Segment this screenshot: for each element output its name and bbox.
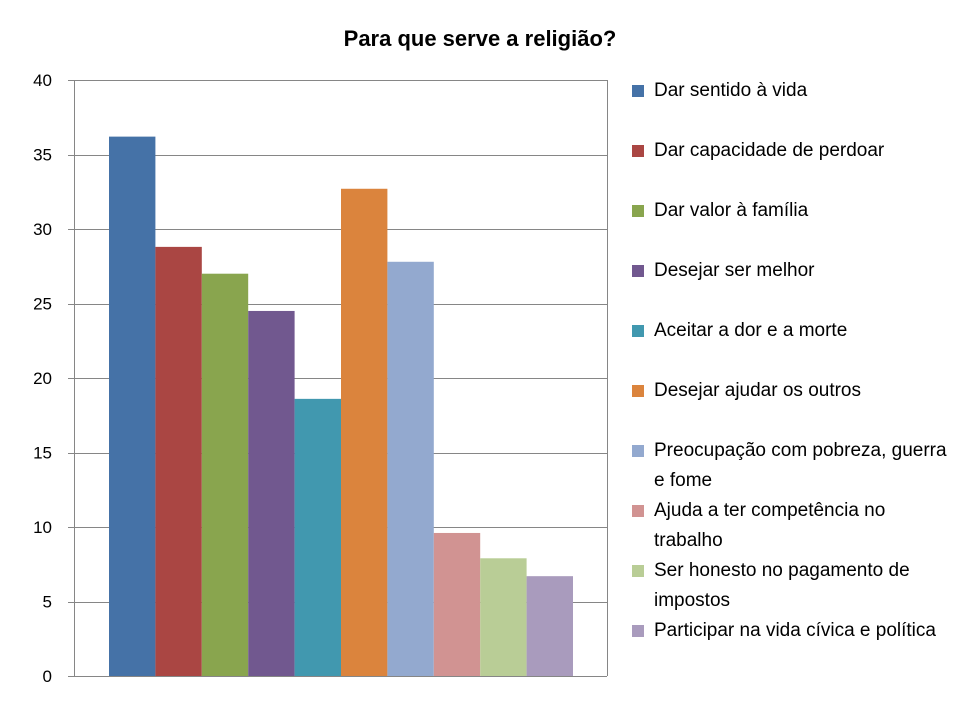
legend-label: Dar capacidade de perdoar [654,140,885,161]
y-tick-label: 0 [43,667,52,686]
legend-label: Aceitar a dor e a morte [654,320,848,341]
legend-label: Desejar ser melhor [654,260,815,281]
y-tick-label: 40 [33,71,52,90]
legend-item: Aceitar a dor e a morte [632,316,952,376]
legend-item: Dar valor à família [632,196,952,256]
bar [201,273,249,676]
legend-label: Dar valor à família [654,200,809,221]
legend-label: Preocupação com pobreza, guerra e fome [654,440,947,491]
y-tick-label: 20 [33,369,52,388]
y-tick-label: 5 [43,593,52,612]
bar [248,310,295,676]
legend-swatch [632,565,644,577]
legend-item: Preocupação com pobreza, guerra e fome [632,436,952,496]
legend-swatch [632,325,644,337]
bar [109,136,156,676]
legend-swatch [632,205,644,217]
legend-item: Ajuda a ter competência no trabalho [632,496,952,556]
legend-swatch [632,85,644,97]
bar [341,188,388,676]
legend-label: Participar na vida cívica e política [654,620,936,641]
axes: 0 5 10 15 20 25 30 35 40 [33,71,608,686]
bar [155,246,202,676]
bar [433,532,481,676]
y-tick-label: 10 [33,518,52,537]
legend-label: Ser honesto no pagamento de impostos [654,560,910,611]
legend-swatch [632,145,644,157]
y-tick-label: 25 [33,295,52,314]
y-tick-label: 15 [33,444,52,463]
y-tick-label: 35 [33,146,52,165]
legend-swatch [632,265,644,277]
y-tick-label: 30 [33,220,52,239]
chart-title: Para que serve a religião? [343,26,617,51]
legend-swatch [632,385,644,397]
legend-item: Participar na vida cívica e política [632,616,952,676]
legend-item: Desejar ser melhor [632,256,952,316]
bar [294,398,341,676]
legend-swatch [632,625,644,637]
legend-label: Desejar ajudar os outros [654,380,861,401]
legend-item: Dar capacidade de perdoar [632,136,952,196]
legend-item: Desejar ajudar os outros [632,376,952,436]
legend-item: Ser honesto no pagamento de impostos [632,556,952,616]
legend: Dar sentido à vida Dar capacidade de perd… [632,76,952,676]
bar [387,261,434,676]
bar [526,576,573,676]
legend-swatch [632,505,644,517]
legend-item: Dar sentido à vida [632,76,952,136]
legend-label: Dar sentido à vida [654,80,808,101]
legend-swatch [632,445,644,457]
bar [480,558,527,676]
legend-label: Ajuda a ter competência no trabalho [654,500,886,551]
bars [109,136,573,676]
